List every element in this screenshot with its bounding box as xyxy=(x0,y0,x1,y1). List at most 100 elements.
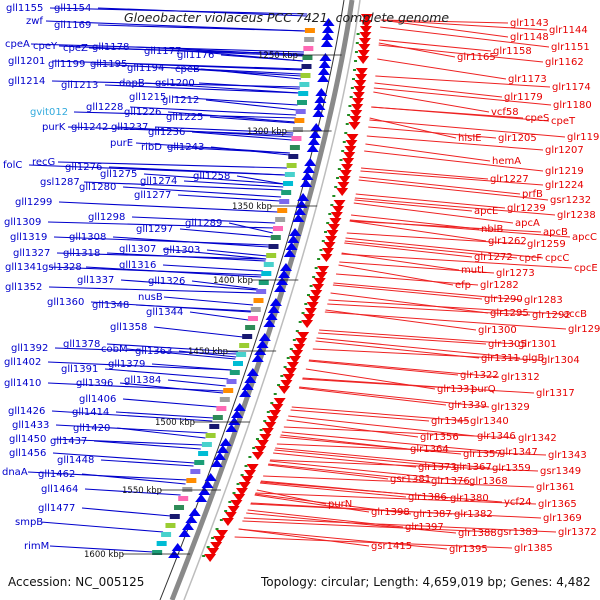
left-gene-label: gll1237 xyxy=(111,122,148,133)
left-gene-label: gll1344 xyxy=(146,307,183,318)
right-gene-label: glr1397 xyxy=(405,522,444,533)
right-gene-label: glr1301 xyxy=(518,339,557,350)
right-connector-line xyxy=(369,117,457,139)
right-gene-label: glr1388 xyxy=(458,528,497,539)
left-gene-label: ribD xyxy=(141,142,162,153)
right-gene-label: glr1295 xyxy=(490,308,529,319)
left-connector-line xyxy=(83,181,283,191)
forward-gene-arrow xyxy=(276,277,289,285)
reverse-gene-arrow xyxy=(332,206,345,214)
gc-mark xyxy=(206,546,210,548)
right-connector-line xyxy=(353,202,514,224)
right-connector-line xyxy=(276,443,547,456)
reverse-gene-arrow xyxy=(360,14,373,22)
right-connector-line xyxy=(312,348,540,361)
right-gene-label: gsr1383 xyxy=(497,527,538,538)
left-connector-line xyxy=(228,222,273,234)
left-connector-line xyxy=(114,126,293,138)
right-gene-label: glr1292 xyxy=(532,310,571,321)
gc-mark xyxy=(211,537,215,539)
misc-feature-block xyxy=(266,253,277,258)
reverse-gene-arrow xyxy=(256,440,269,448)
left-gene-label: gll1456 xyxy=(9,448,46,459)
reverse-gene-arrow xyxy=(346,134,359,142)
right-gene-label: gsr1232 xyxy=(550,195,591,206)
right-gene-label: mutL xyxy=(461,265,487,276)
gc-mark xyxy=(337,168,341,170)
kbp-tick-label: 1400 kbp xyxy=(213,276,253,286)
right-connector-line xyxy=(330,292,489,314)
forward-gene-arrow xyxy=(201,480,214,488)
right-connector-line xyxy=(345,237,544,259)
left-gene-label: gll1318 xyxy=(63,248,100,259)
left-gene-label: gll1214 xyxy=(8,76,45,87)
right-gene-label: vcf58 xyxy=(491,107,519,118)
right-gene-label: glr1205 xyxy=(498,133,537,144)
misc-feature-block xyxy=(239,343,250,348)
left-gene-label: gll1228 xyxy=(86,102,123,113)
left-gene-label: gll1341 xyxy=(5,262,42,273)
right-connector-line xyxy=(255,492,537,505)
forward-gene-arrow xyxy=(322,18,335,26)
misc-feature-block xyxy=(245,325,256,330)
forward-gene-arrow xyxy=(315,88,328,96)
reverse-gene-arrow xyxy=(338,176,351,184)
right-connector-line xyxy=(308,360,459,376)
misc-feature-block xyxy=(288,154,299,159)
left-gene-label: gll1195 xyxy=(90,59,127,70)
left-gene-label: gll1337 xyxy=(77,275,114,286)
reverse-gene-arrow xyxy=(355,68,368,76)
misc-feature-block xyxy=(299,82,310,87)
misc-feature-block xyxy=(229,370,240,375)
left-gene-label: gll1199 xyxy=(48,59,85,70)
forward-gene-arrow xyxy=(263,319,276,327)
reverse-strand-features xyxy=(204,14,373,562)
forward-gene-arrow xyxy=(312,109,325,117)
left-gene-label: gll1303 xyxy=(163,245,200,256)
gc-mark xyxy=(328,213,332,215)
left-connector-line xyxy=(151,363,232,371)
left-connector-line xyxy=(122,186,282,198)
right-connector-line xyxy=(269,460,468,482)
reverse-gene-arrow xyxy=(357,50,370,58)
kbp-tick-label: 1500 kbp xyxy=(155,418,195,428)
left-gene-label: gll1406 xyxy=(79,394,116,405)
right-connector-line xyxy=(238,528,448,550)
left-connector-line xyxy=(191,280,258,290)
misc-feature-block xyxy=(152,550,163,555)
right-connector-lines xyxy=(234,19,573,550)
right-connector-line xyxy=(270,459,539,472)
right-gene-label: gsr1415 xyxy=(371,541,412,552)
kbp-tick-label: 1450 kbp xyxy=(188,347,228,357)
misc-feature-block xyxy=(298,91,309,96)
misc-feature-block xyxy=(304,28,315,33)
reverse-gene-arrow xyxy=(302,314,315,322)
gc-mark xyxy=(283,366,287,368)
accession-text: Accession: NC_005125 xyxy=(8,575,144,589)
left-gene-label: cpeB xyxy=(175,64,200,75)
gc-mark xyxy=(215,528,219,530)
right-gene-label: glr1219 xyxy=(545,166,584,177)
right-gene-label: glr1373 xyxy=(418,462,457,473)
right-gene-label: apcB xyxy=(543,227,568,238)
left-gene-label: recG xyxy=(32,157,55,168)
left-gene-label: gll1169 xyxy=(54,20,91,31)
left-gene-label: gll1450 xyxy=(9,434,46,445)
misc-feature-block xyxy=(295,109,306,114)
misc-feature-block xyxy=(174,505,185,510)
forward-gene-arrow xyxy=(241,382,254,390)
right-gene-label: glr1273 xyxy=(496,268,535,279)
reverse-gene-arrow xyxy=(310,290,323,298)
gc-mark xyxy=(324,231,328,233)
left-connector-line xyxy=(58,201,278,213)
misc-feature-block xyxy=(258,280,269,285)
gc-mark xyxy=(350,87,354,89)
reverse-gene-arrow xyxy=(357,56,370,64)
right-connector-line xyxy=(379,39,492,52)
left-gene-label: gsl1328 xyxy=(42,262,82,273)
gc-mark xyxy=(349,96,353,98)
forward-gene-arrow xyxy=(219,438,232,446)
left-connector-line xyxy=(97,7,308,17)
left-connector-line xyxy=(51,80,301,88)
right-gene-label: glr1386 xyxy=(408,492,447,503)
